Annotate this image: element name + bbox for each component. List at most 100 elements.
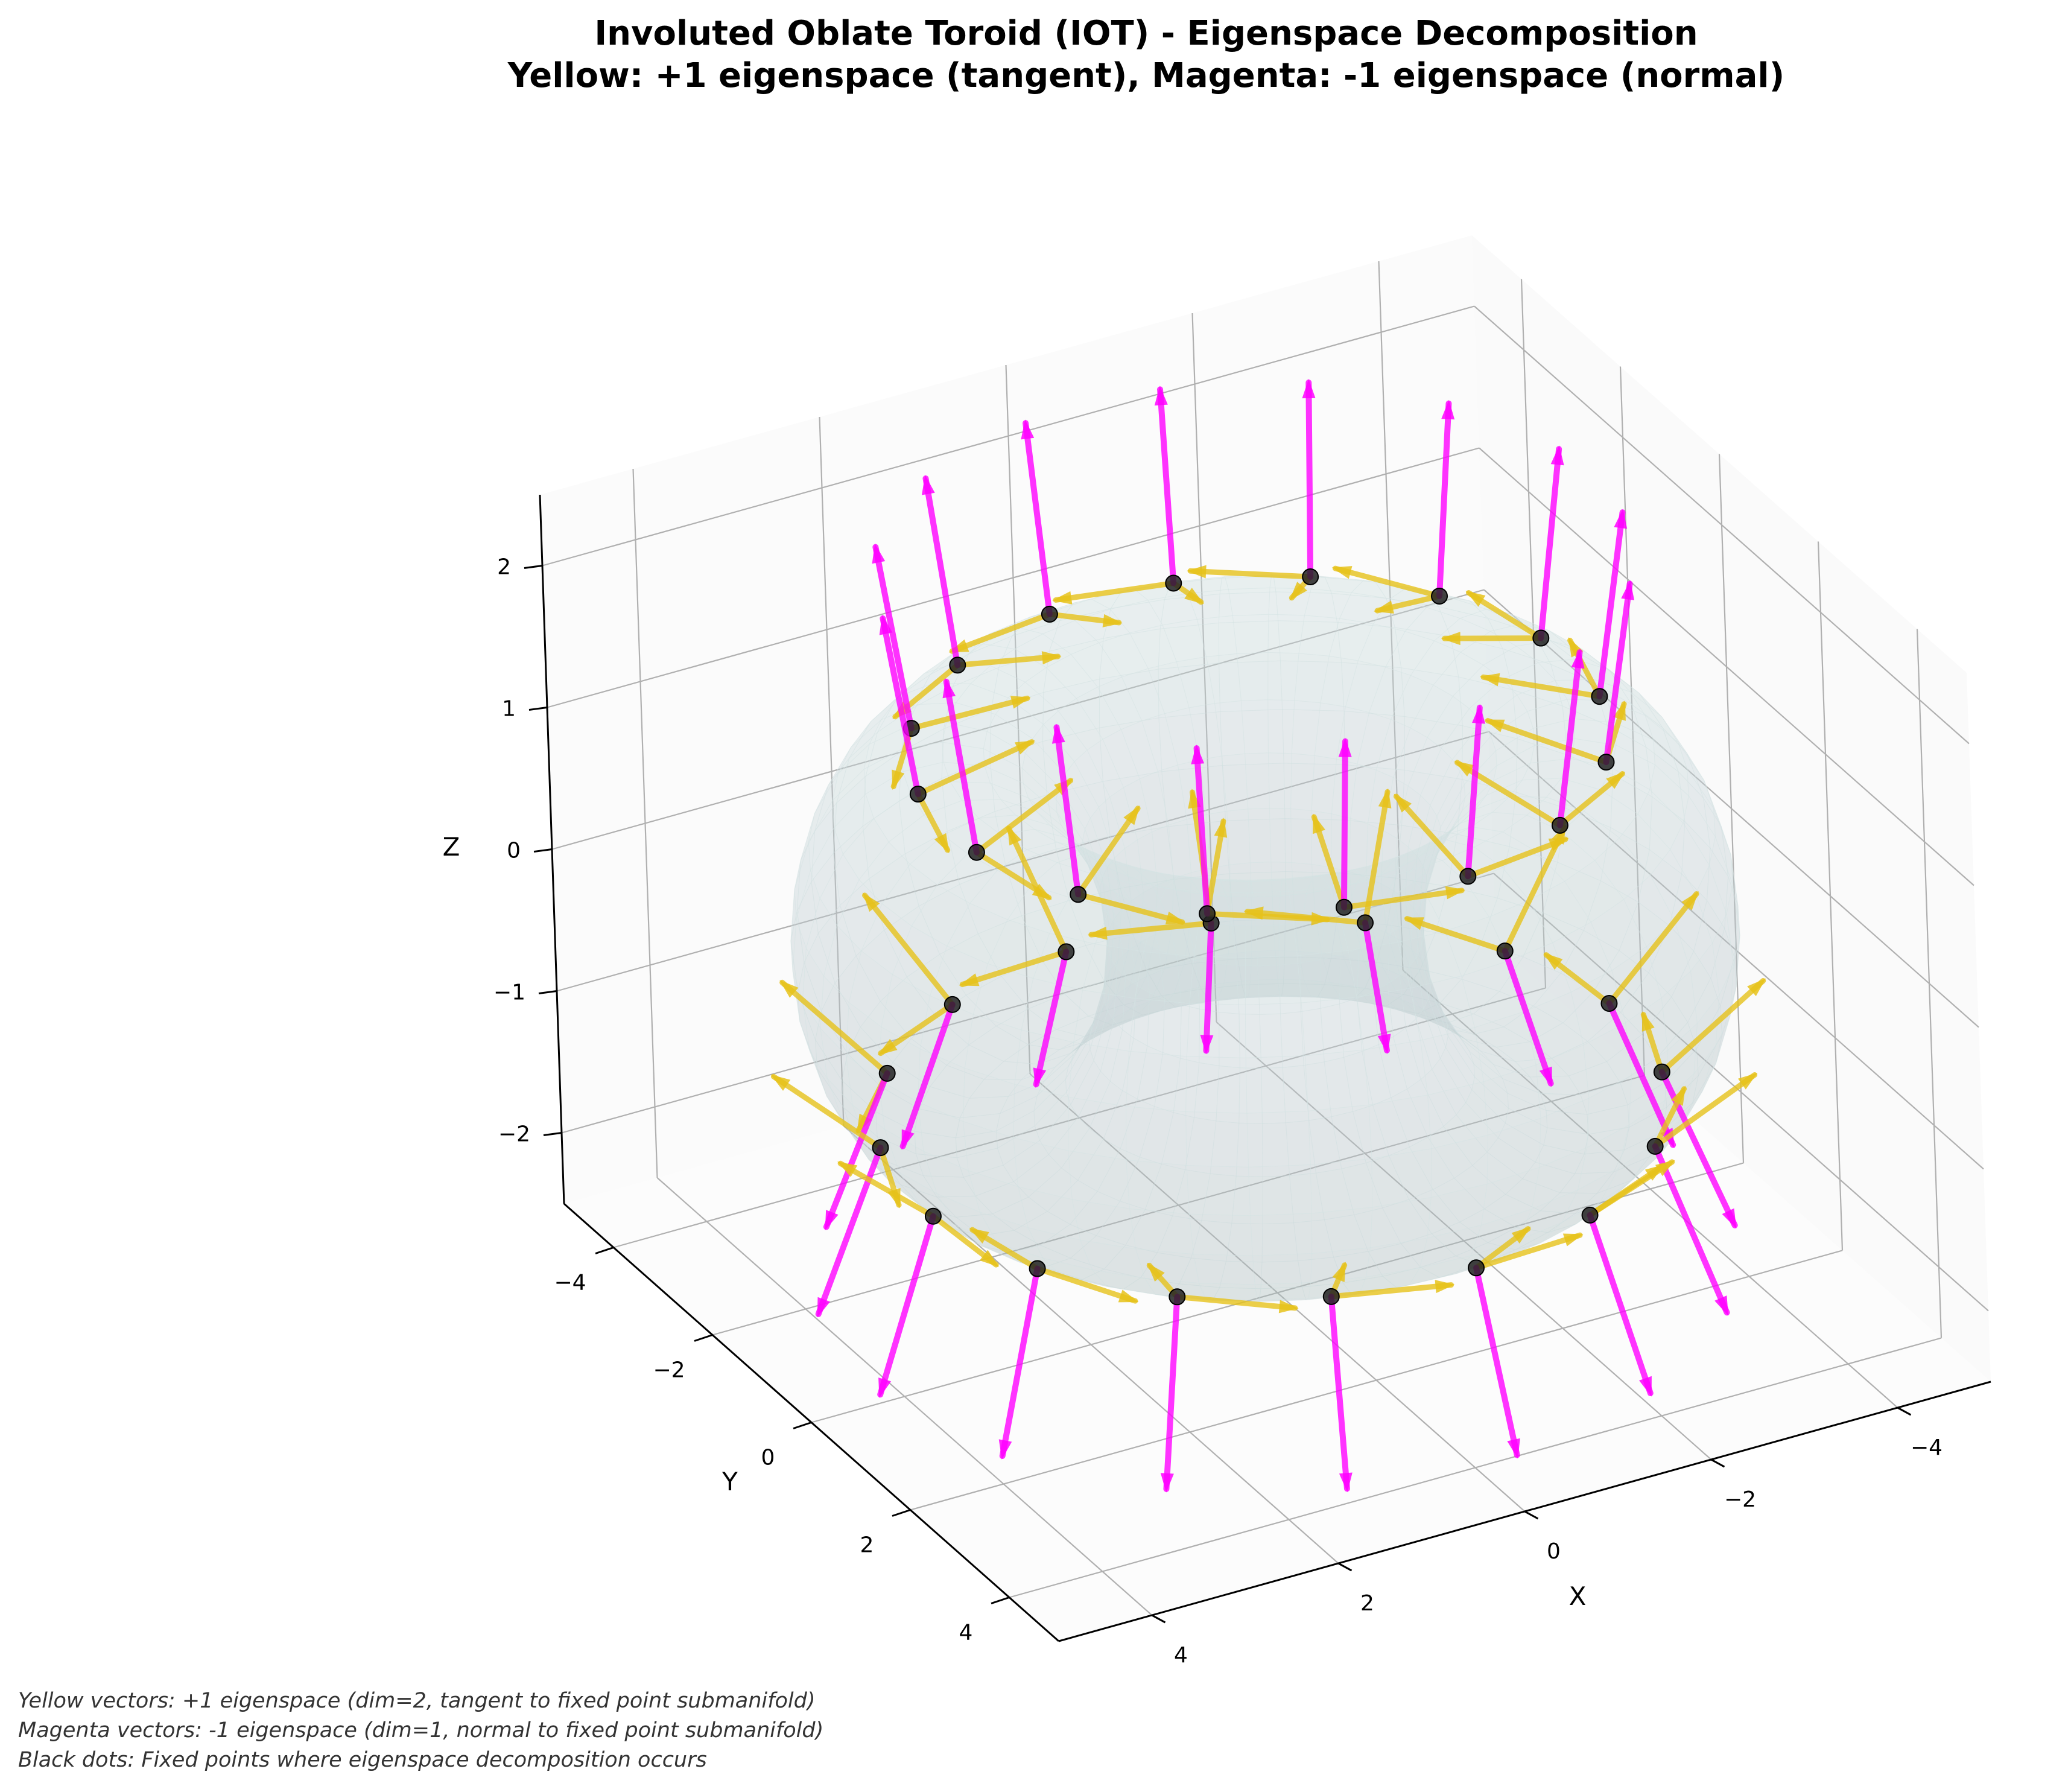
surface-facet [1324,577,1387,599]
surface-facet [1191,958,1243,990]
magenta-vector [872,543,915,732]
surface-facet [965,976,1029,1027]
surface-facet [1147,908,1178,956]
fixed-point-dot [1357,914,1374,932]
surface-facet [1308,1116,1342,1174]
surface-facet [1139,1106,1174,1164]
surface-facet [1039,1104,1079,1155]
surface-facet [1130,968,1166,1010]
surface-facet [1387,925,1403,985]
yellow-vector [1465,590,1544,641]
surface-facet [1596,1155,1651,1194]
surface-facet [837,719,882,774]
surface-facet [1021,767,1058,813]
surface-facet [1404,607,1461,641]
magenta-vector-head [1639,1376,1652,1397]
surface-facet [995,1008,1058,1045]
surface-facet [802,1000,828,1079]
yellow-vector [1473,1226,1531,1271]
surface-facet [1726,884,1740,966]
magenta-vector [1436,399,1455,599]
surface-facet [1158,711,1223,772]
surface-facet [1374,891,1401,943]
surface-facet [1619,813,1671,876]
surface-facet [1381,1199,1433,1244]
surface-facet [964,1014,1022,1085]
surface-facet [884,1160,938,1198]
yellow-vector-shaft [779,979,890,1076]
axis-line [694,1334,713,1342]
surface-facet [1453,1165,1506,1210]
surface-facet [955,1113,1001,1139]
surface-facet [1314,702,1346,760]
surface-facet [1232,614,1269,654]
magenta-vector-shaft [899,1001,956,1149]
grid-line [547,447,1480,708]
surface-facet [1218,591,1279,623]
surface-facet [1129,877,1168,915]
axis-line [1897,1406,1912,1416]
surface-facet [995,697,1044,739]
surface-facet [1147,992,1166,1053]
surface-facet [1164,707,1200,766]
surface-facet [1410,975,1476,1041]
surface-facet [1152,824,1174,886]
surface-facet [1036,1053,1075,1096]
surface-facet [1150,962,1185,1002]
surface-facet [1222,763,1286,821]
magenta-vector [1362,920,1391,1054]
magenta-vector-shaft [880,615,921,798]
yellow-vector-head [779,980,799,998]
surface-facet [1129,624,1177,669]
surface-facet [1268,587,1311,616]
yellow-vector-head [1543,952,1563,970]
surface-facet [1250,950,1278,981]
surface-facet [1410,640,1461,686]
surface-facet [1235,1122,1263,1177]
yellow-vector-shaft [1362,789,1391,926]
yellow-vector [1374,593,1442,614]
surface-facet [1250,1213,1313,1256]
surface-facet [863,726,907,770]
surface-facet [1102,771,1168,837]
surface-facet [1529,1075,1581,1096]
surface-facet [1609,670,1663,728]
yellow-vector-head [1548,837,1569,851]
fixed-point-dot [924,1207,942,1225]
surface-facet [1098,632,1149,678]
yellow-vector [1606,891,1699,1006]
surface-facet [1397,1009,1448,1023]
surface-facet [1410,684,1454,738]
yellow-vector-head [1435,1280,1455,1294]
surface-facet [968,1170,1029,1228]
magenta-vector-head [1571,649,1585,669]
surface-facet [1280,660,1345,711]
x-tick-label: −4 [1911,1435,1943,1460]
surface-facet [1421,886,1428,948]
yellow-vector-head [1278,1300,1299,1314]
surface-facet [1111,976,1147,1020]
yellow-vector [1480,673,1602,699]
surface-facet [832,768,866,828]
surface-facet [1422,815,1441,877]
yellow-vector [930,1213,999,1268]
surface-facet [947,903,1008,964]
fixed-point-dot [1600,994,1618,1012]
surface-facet [1097,1148,1141,1202]
surface-facet [1210,1120,1240,1177]
surface-facet [1370,1196,1432,1248]
surface-facet [1245,1055,1309,1114]
surface-facet [833,825,870,906]
surface-facet [1583,1022,1632,1099]
surface-facet [1678,742,1714,809]
surface-facet [884,1128,937,1195]
surface-facet [995,1095,1038,1132]
surface-facet [1427,1183,1488,1239]
surface-facet [1391,1088,1429,1148]
magenta-vector-head [1614,509,1628,529]
yellow-vector-head [1480,673,1500,687]
surface-facet [1100,1020,1123,1082]
surface-facet [1074,1005,1106,1054]
yellow-vector-head [1313,813,1325,834]
yellow-vector [1075,805,1141,897]
